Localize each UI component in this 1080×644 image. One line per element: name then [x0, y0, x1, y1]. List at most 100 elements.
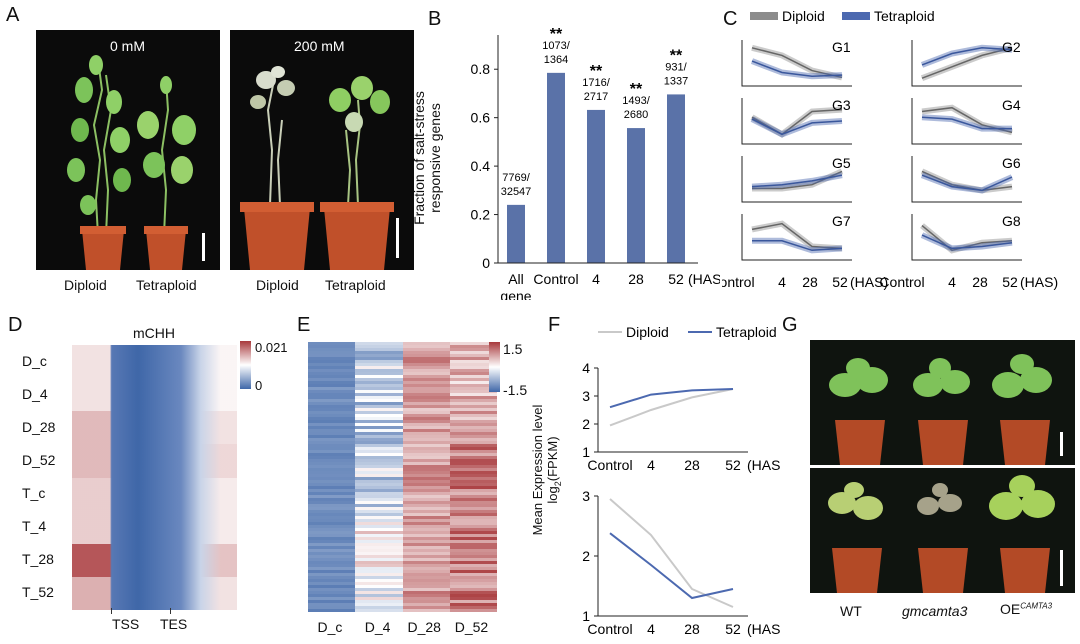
heatmap-e-cell	[402, 450, 450, 453]
heatmap-e-cell	[355, 582, 403, 585]
heatmap-e-cell	[402, 438, 450, 441]
heatmap-e-cell	[355, 516, 403, 519]
heatmap-e-cell	[402, 408, 450, 411]
heatmap-e-cell	[308, 423, 356, 426]
heatmap-e-cell	[355, 531, 403, 534]
heatmap-e-cell	[308, 387, 356, 390]
cluster-diploid-line	[751, 222, 843, 250]
heatmap-e-cell	[308, 342, 356, 345]
heatmap-e-cell	[449, 552, 497, 555]
cluster-unit-label: (HAS)	[850, 274, 888, 290]
heatmap-e-cell	[355, 450, 403, 453]
panel-e-letter: E	[297, 314, 311, 336]
heatmap-e-cell	[449, 507, 497, 510]
bar-count-label: 1493/	[622, 95, 650, 107]
f-xtick-label: 4	[647, 621, 655, 637]
heatmap-e-cell	[449, 528, 497, 531]
heatmap-d-xlabel-tss: TSS	[112, 616, 140, 632]
heatmap-e-cell	[449, 465, 497, 468]
heatmap-e-cell	[449, 390, 497, 393]
heatmap-e-cell	[402, 348, 450, 351]
legend-diploid-label: Diploid	[782, 8, 825, 24]
heatmap-e-cell	[449, 351, 497, 354]
heatmap-e-cell	[402, 432, 450, 435]
heatmap-e-cell	[355, 498, 403, 501]
heatmap-e-cell	[402, 477, 450, 480]
heatmap-e-cell	[355, 606, 403, 609]
heatmap-e-cell	[355, 369, 403, 372]
heatmap-e-cell	[308, 459, 356, 462]
heatmap-e-cell	[308, 378, 356, 381]
heatmap-e-cell	[308, 594, 356, 597]
heatmap-e-cell	[355, 357, 403, 360]
legend-tetraploid-label: Tetraploid	[874, 8, 935, 24]
f-xtick-label: 52	[725, 621, 741, 637]
heatmap-e-cell	[355, 483, 403, 486]
heatmap-e-cell	[308, 402, 356, 405]
heatmap-d-scale-min: 0	[255, 378, 263, 393]
plants-0mm-illustration	[67, 55, 205, 270]
heatmap-e-cell	[355, 342, 403, 345]
heatmap-e-cell	[402, 435, 450, 438]
heatmap-e-cell	[355, 363, 403, 366]
heatmap-e-cell	[449, 582, 497, 585]
bar-category-label: 4	[592, 271, 600, 287]
heatmap-e-cell	[308, 516, 356, 519]
heatmap-e-cell	[402, 504, 450, 507]
heatmap-e-cell	[449, 546, 497, 549]
heatmap-d-row	[72, 378, 237, 412]
heatmap-e-cell	[308, 444, 356, 447]
bar-significance: **	[670, 47, 683, 64]
heatmap-e-cell	[449, 600, 497, 603]
f-diploid-line	[609, 388, 734, 427]
heatmap-e-cell	[449, 360, 497, 363]
cluster-diploid-line	[751, 108, 843, 136]
bar-category-label: gene	[500, 288, 531, 300]
heatmap-e-cell	[402, 465, 450, 468]
heatmap-e-cell	[308, 531, 356, 534]
heatmap-e-cell	[308, 414, 356, 417]
panel-g-letter: G	[782, 314, 798, 336]
heatmap-e-cell	[355, 609, 403, 612]
plants-g-control-illustration	[810, 340, 1075, 465]
heatmap-e-cell	[402, 480, 450, 483]
heatmap-e-cell	[402, 393, 450, 396]
heatmap-d	[72, 345, 237, 610]
heatmap-e-cell	[402, 486, 450, 489]
heatmap-e-cell	[308, 498, 356, 501]
heatmap-e-cell	[402, 606, 450, 609]
heatmap-e-cell	[402, 468, 450, 471]
bar-count-label: 1364	[544, 54, 568, 66]
heatmap-e-cell	[449, 405, 497, 408]
heatmap-e-cell	[355, 417, 403, 420]
heatmap-e-cell	[308, 396, 356, 399]
heatmap-e-cell	[308, 525, 356, 528]
heatmap-e-cell	[355, 489, 403, 492]
heatmap-e-cell	[355, 354, 403, 357]
heatmap-e-cell	[449, 354, 497, 357]
bar-count-label: 2717	[584, 91, 608, 103]
cluster-axes	[911, 214, 1022, 261]
heatmap-e-cell	[402, 369, 450, 372]
cluster-axes	[911, 98, 1022, 145]
heatmap-e-cell	[449, 606, 497, 609]
heatmap-e-cell	[355, 405, 403, 408]
heatmap-e-cell	[402, 345, 450, 348]
cluster-axes	[741, 156, 852, 203]
heatmap-e-cell	[402, 462, 450, 465]
heatmap-e-cell	[402, 396, 450, 399]
heatmap-e-cell	[355, 534, 403, 537]
heatmap-e-cell	[355, 441, 403, 444]
bar-significance: **	[550, 26, 563, 43]
heatmap-e-cell	[308, 405, 356, 408]
f-unit-label: (HAS)	[747, 457, 780, 473]
heatmap-e-cell	[402, 441, 450, 444]
heatmap-e-cell	[355, 462, 403, 465]
heatmap-e-cell	[449, 555, 497, 558]
heatmap-e-cell	[402, 429, 450, 432]
heatmap-e-cell	[402, 420, 450, 423]
heatmap-e-cell	[449, 561, 497, 564]
heatmap-e-cell	[402, 498, 450, 501]
heatmap-e-cell	[355, 465, 403, 468]
heatmap-e-cell	[402, 534, 450, 537]
